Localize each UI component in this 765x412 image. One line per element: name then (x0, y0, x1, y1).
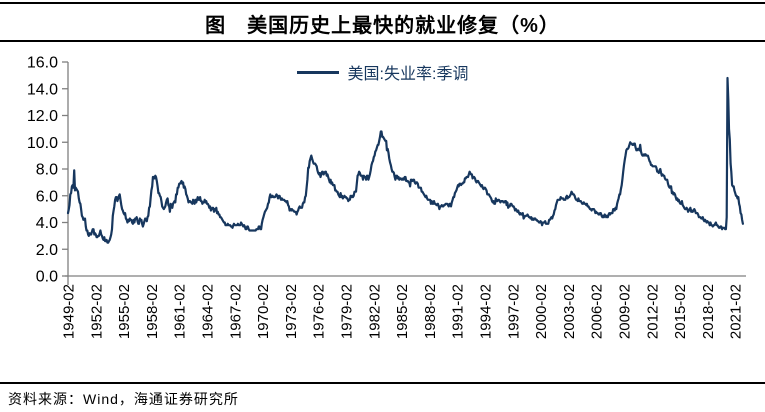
y-axis-tick-label: 8.0 (36, 162, 58, 179)
x-axis-tick-label: 1991-02 (450, 284, 467, 339)
x-axis-tick-label: 2009-02 (617, 284, 634, 339)
x-axis-tick-label: 1973-02 (283, 284, 300, 339)
x-axis-tick-label: 1958-02 (144, 284, 161, 339)
x-axis-tick-label: 1949-02 (61, 284, 78, 339)
y-axis-tick-label: 12.0 (27, 108, 58, 125)
x-axis-tick-label: 1976-02 (311, 284, 328, 339)
data-source-note: 资料来源：Wind，海通证券研究所 (8, 391, 239, 407)
x-axis-tick-label: 2021-02 (728, 284, 745, 339)
top-rule (0, 2, 765, 4)
x-axis-tick-label: 1988-02 (422, 284, 439, 339)
y-axis-tick-label: 2.0 (36, 242, 58, 259)
x-axis-tick-label: 2006-02 (589, 284, 606, 339)
x-axis-tick-label: 1997-02 (505, 284, 522, 339)
x-axis-tick-label: 2015-02 (672, 284, 689, 339)
x-axis-tick-label: 1970-02 (255, 284, 272, 339)
y-axis-tick-label: 14.0 (27, 81, 58, 98)
x-axis-tick-label: 1961-02 (172, 284, 189, 339)
x-axis-tick-label: 2000-02 (533, 284, 550, 339)
x-axis-tick-label: 1985-02 (394, 284, 411, 339)
unemployment-rate-line (66, 76, 745, 244)
x-axis-tick-label: 2003-02 (561, 284, 578, 339)
x-axis-tick-label: 1982-02 (366, 284, 383, 339)
y-axis-tick-label: 6.0 (36, 188, 58, 205)
x-axis-tick-label: 1964-02 (200, 284, 217, 339)
y-axis-tick-label: 0.0 (36, 269, 58, 286)
y-axis-tick-label: 16.0 (27, 55, 58, 72)
y-axis-tick-label: 4.0 (36, 215, 58, 232)
x-axis-tick-label: 2012-02 (644, 284, 661, 339)
bottom-rule (0, 382, 765, 384)
figure-title: 图 美国历史上最快的就业修复（%） (205, 15, 560, 37)
x-axis-tick-label: 2018-02 (700, 284, 717, 339)
x-axis-tick-label: 1967-02 (227, 284, 244, 339)
x-axis-tick-label: 1952-02 (88, 284, 105, 339)
y-axis-tick-label: 10.0 (27, 135, 58, 152)
title-underline-rule (0, 40, 765, 42)
x-axis-tick-label: 1955-02 (116, 284, 133, 339)
x-axis-tick-label: 1994-02 (478, 284, 495, 339)
x-axis-tick-label: 1979-02 (339, 284, 356, 339)
